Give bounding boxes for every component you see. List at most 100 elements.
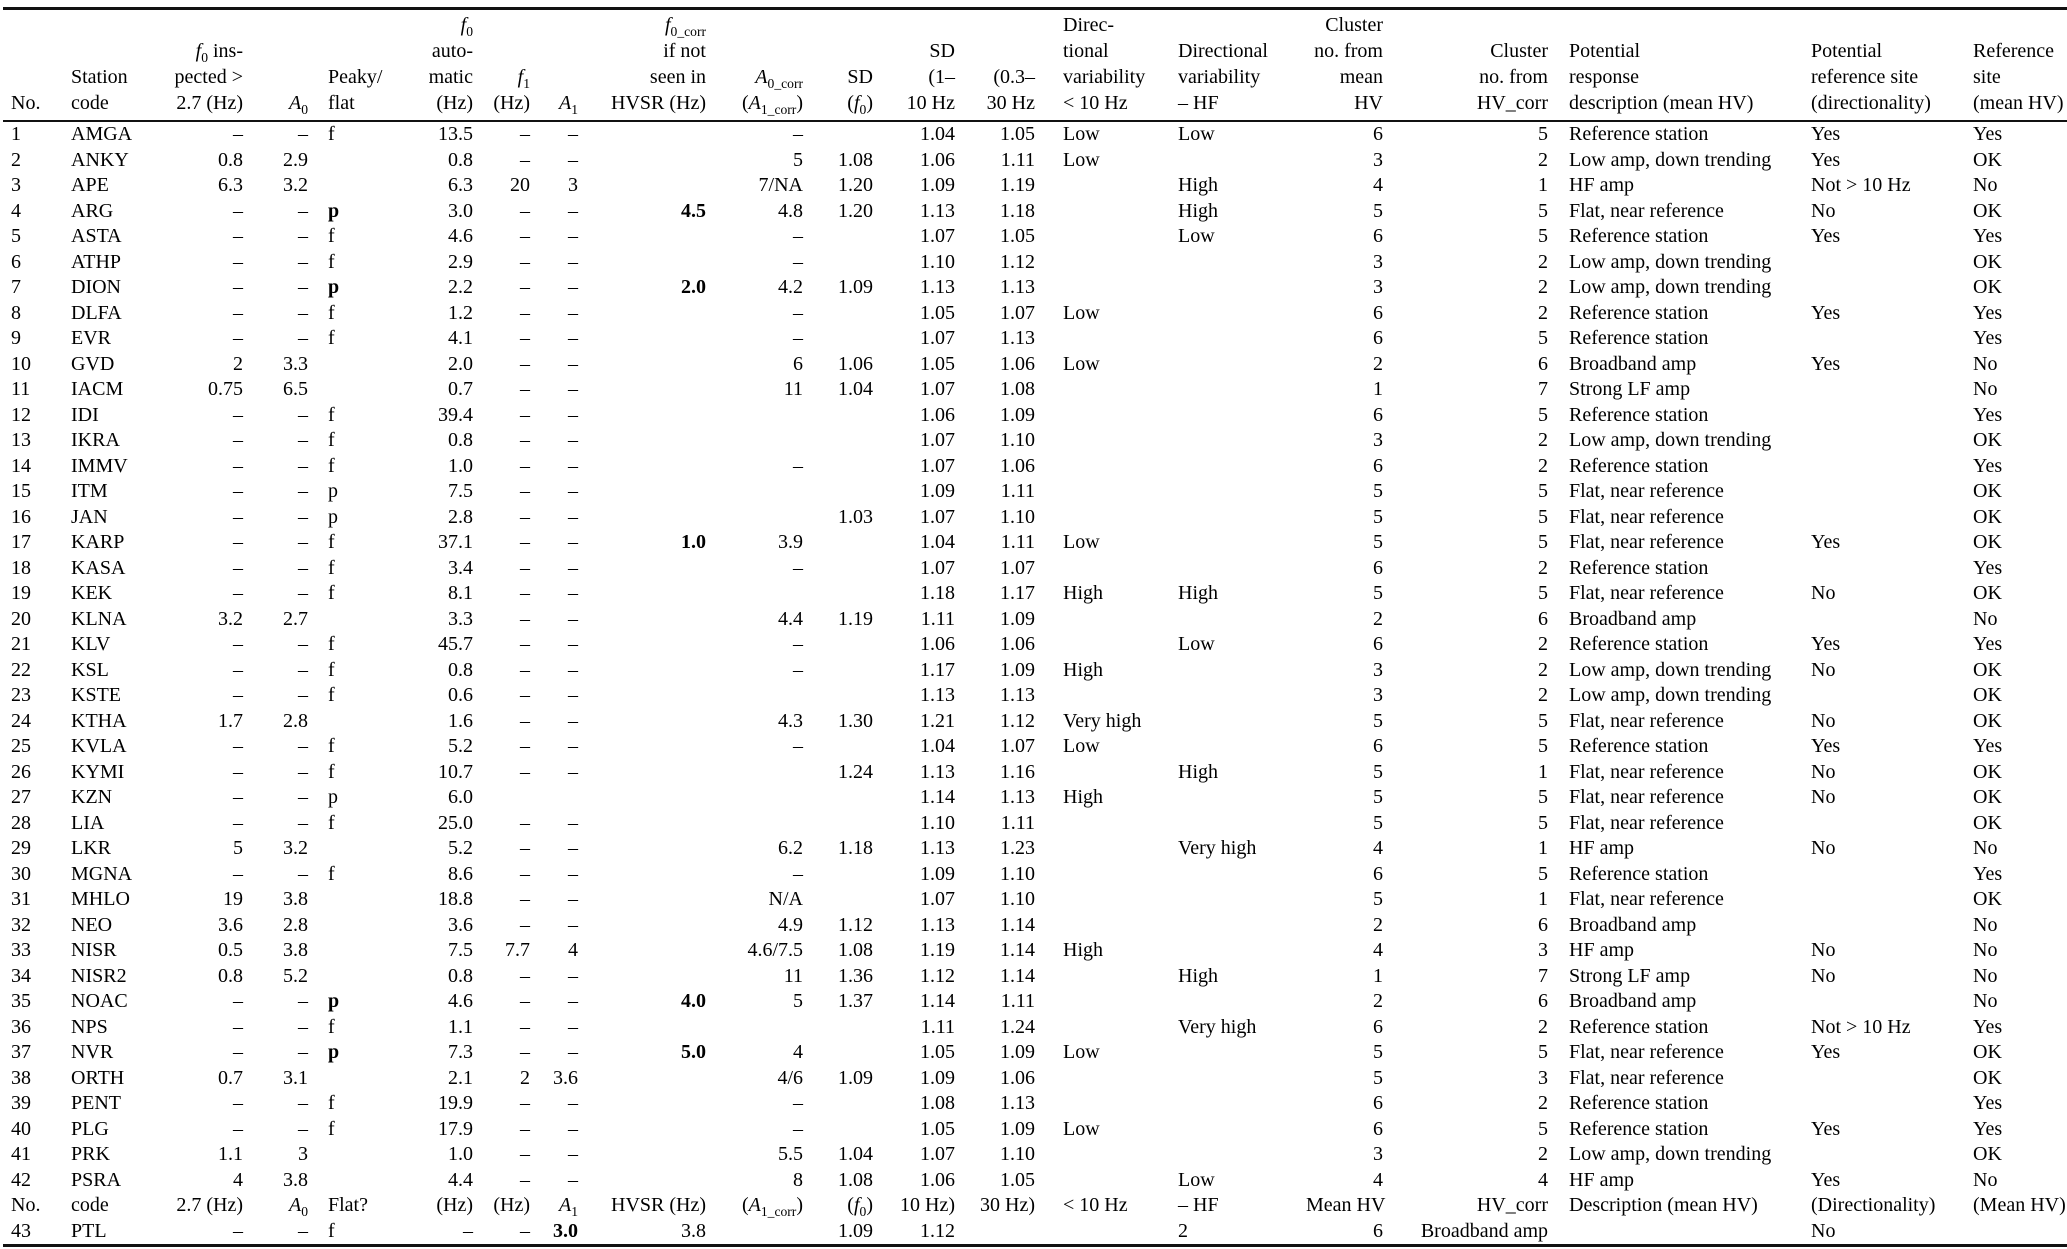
table-cell: 1 — [1373, 378, 1383, 400]
table-cell: – — [233, 1117, 243, 1140]
table-cell: 13 — [11, 429, 31, 451]
repeat-header-cell: 30 Hz) — [980, 1194, 1035, 1216]
table-cell — [584, 1142, 713, 1168]
table-cell — [1803, 556, 1965, 582]
table-cell: 25.0 — [438, 811, 473, 834]
table-cell — [1041, 428, 1173, 454]
table-cell: Reference station — [1569, 862, 1709, 885]
table-cell: – — [520, 505, 530, 528]
table-cell: KYMI — [71, 760, 125, 783]
table-cell: No — [1811, 1219, 1836, 1242]
table-cell: OK — [1973, 531, 2002, 553]
table-cell: 5 — [1538, 123, 1548, 145]
table-cell — [584, 428, 713, 454]
table-cell: 1.07 — [920, 888, 955, 910]
table-cell: f — [328, 403, 335, 426]
repeat-header-cell: (Hz) — [493, 1194, 530, 1216]
table-cell: 5 — [1538, 505, 1548, 528]
table-cell: f — [328, 250, 335, 273]
table-cell: – — [520, 990, 530, 1012]
table-cell: 6 — [1373, 862, 1383, 885]
table-row: 24 KTHA 1.7 2.8 1.6 – – 4.3 1.30 1.21 1.12 Very hig… — [3, 709, 2067, 735]
table-cell: 3 — [1373, 276, 1383, 298]
table-cell: f — [328, 582, 335, 604]
table-cell: 4.8 — [778, 199, 803, 222]
table-cell: 10 — [11, 352, 31, 375]
table-cell: – — [233, 199, 243, 222]
table-cell: 1.08 — [838, 148, 873, 171]
table-cell: OK — [1973, 250, 2002, 273]
col-header-station-code: Station code — [63, 8, 158, 122]
table-cell: 5 — [1373, 709, 1383, 732]
table-cell: 3.9 — [778, 531, 803, 553]
table-cell: 6 — [1373, 123, 1383, 145]
table-cell: 7 — [11, 276, 21, 298]
table-cell: 5 — [233, 837, 243, 859]
table-cell — [315, 377, 393, 403]
table-cell: – — [520, 964, 530, 987]
table-cell: 28 — [11, 811, 31, 834]
table-cell: 1.09 — [1000, 403, 1035, 426]
table-cell: Strong LF amp — [1569, 378, 1691, 400]
table-cell: HF amp — [1569, 837, 1634, 859]
table-cell: – — [568, 862, 578, 885]
table-cell — [1041, 275, 1173, 301]
table-cell: – — [520, 1168, 530, 1191]
table-cell — [1173, 1117, 1305, 1143]
table-cell: – — [298, 250, 308, 273]
table-cell: No — [1811, 760, 1836, 783]
table-cell: Yes — [1811, 1041, 1841, 1063]
table-cell: No — [1811, 658, 1836, 681]
repeat-header-cell: A1 — [558, 1194, 578, 1219]
table-cell: 23 — [11, 684, 31, 706]
table-cell: – — [793, 250, 803, 273]
table-cell: 3 — [1538, 939, 1548, 961]
table-cell: 8 — [11, 301, 21, 324]
table-cell: – — [463, 1219, 473, 1242]
table-cell: – — [233, 735, 243, 757]
table-cell — [961, 1219, 1041, 1246]
table-row: 41 PRK 1.1 3 1.0 – – 5.5 1.04 1.07 1.10 3 2 Low amp, … — [3, 1142, 2067, 1168]
table-cell: Broadband amp — [1420, 1219, 1548, 1242]
table-cell: – — [520, 429, 530, 451]
table-cell: Low amp, down trending — [1569, 1143, 1772, 1165]
table-cell — [315, 173, 393, 199]
table-cell: 1.07 — [1000, 301, 1035, 324]
table-cell: 5.0 — [681, 1041, 706, 1063]
table-cell — [1173, 556, 1305, 582]
table-cell: 5 — [1373, 505, 1383, 528]
table-cell: 19 — [223, 888, 243, 910]
table-cell: – — [520, 123, 530, 145]
table-cell: 1.04 — [920, 735, 955, 757]
table-row: 14 IMMV – – f 1.0– – –1.07 1.06 6 2 Reference stati… — [3, 454, 2067, 480]
table-cell: HF amp — [1569, 1168, 1634, 1191]
table-cell: – — [520, 225, 530, 247]
table-cell — [1041, 1015, 1173, 1041]
table-cell: f — [328, 760, 335, 783]
table-cell: Yes — [1973, 454, 2003, 477]
table-cell: Low — [1063, 1041, 1100, 1063]
table-cell: 1.09 — [1000, 658, 1035, 681]
table-cell: 20 — [11, 607, 31, 630]
table-cell: 7.5 — [448, 939, 473, 961]
table-cell — [1173, 301, 1305, 327]
table-cell: – — [520, 454, 530, 477]
table-cell: – — [568, 1041, 578, 1063]
table-cell: 16 — [11, 505, 31, 528]
table-cell: 1.11 — [1000, 811, 1035, 834]
table-cell: No — [1811, 837, 1836, 859]
table-cell: 1.11 — [1000, 148, 1035, 171]
table-cell: 43 — [11, 1219, 31, 1242]
table-cell — [1173, 1142, 1305, 1168]
table-cell — [809, 581, 879, 607]
table-cell: 3.2 — [218, 607, 243, 630]
table-cell: 24 — [11, 709, 31, 732]
table-cell — [1041, 224, 1173, 250]
table-cell: 1.09 — [920, 1066, 955, 1089]
table-cell: 1.04 — [920, 531, 955, 553]
table-cell: 1.17 — [920, 658, 955, 681]
table-cell — [1173, 326, 1305, 352]
table-cell: High — [1178, 760, 1218, 783]
table-cell: 6 — [1538, 913, 1548, 936]
table-cell: 5 — [1373, 786, 1383, 808]
